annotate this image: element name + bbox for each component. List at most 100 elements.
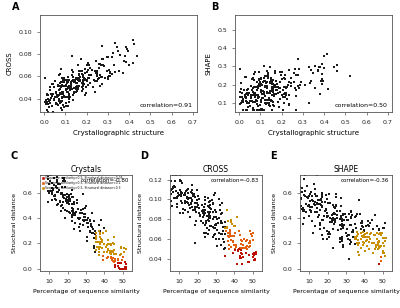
Point <box>103 229 109 234</box>
Point <box>61 76 68 81</box>
Point <box>168 179 174 184</box>
Point <box>48 93 55 98</box>
Point <box>54 92 61 97</box>
Point <box>96 249 102 254</box>
Point <box>366 232 373 237</box>
Point <box>334 208 340 213</box>
Point <box>38 172 45 177</box>
Point <box>273 92 280 97</box>
Point <box>130 60 136 65</box>
Point <box>107 250 113 255</box>
Point <box>366 239 372 244</box>
Point <box>111 63 117 68</box>
Point <box>248 76 255 81</box>
Point <box>190 193 197 198</box>
Point <box>340 243 346 248</box>
Point <box>167 173 174 178</box>
Point <box>61 80 67 85</box>
Point <box>266 81 273 86</box>
Point <box>352 241 358 246</box>
Point <box>244 237 250 242</box>
Point <box>97 230 103 235</box>
Point <box>318 72 325 77</box>
Point <box>62 207 68 212</box>
Point <box>44 91 50 96</box>
Point <box>310 199 316 204</box>
Point <box>47 84 54 89</box>
Point <box>58 107 65 112</box>
Point <box>220 237 226 242</box>
Point <box>208 207 214 212</box>
Point <box>63 95 70 100</box>
Point <box>40 183 46 188</box>
Point <box>238 238 245 243</box>
Point <box>73 83 80 88</box>
Point <box>108 256 114 261</box>
Point <box>66 210 73 215</box>
Point <box>325 232 331 237</box>
Point <box>324 237 330 241</box>
Point <box>93 71 99 75</box>
Point <box>332 203 339 208</box>
Point <box>256 83 262 88</box>
Point <box>376 243 382 248</box>
Point <box>320 218 326 223</box>
Point <box>382 253 388 258</box>
Point <box>169 204 176 209</box>
Point <box>297 205 304 210</box>
Point <box>92 69 98 74</box>
Point <box>363 223 370 228</box>
Point <box>317 201 324 206</box>
Point <box>277 80 283 85</box>
Point <box>84 69 90 74</box>
Point <box>221 231 228 236</box>
Point <box>92 229 98 234</box>
Point <box>76 222 83 227</box>
Point <box>54 186 60 191</box>
Point <box>39 172 45 177</box>
Point <box>48 180 55 185</box>
Point <box>71 85 78 90</box>
Point <box>355 232 362 237</box>
Point <box>352 221 358 226</box>
Point <box>88 230 95 235</box>
Point <box>131 42 138 47</box>
Point <box>328 219 334 224</box>
Point <box>348 240 354 245</box>
Point <box>123 246 129 251</box>
Point <box>240 246 246 251</box>
Point <box>223 228 229 233</box>
Point <box>224 208 230 213</box>
Point <box>381 226 387 231</box>
Point <box>243 74 250 79</box>
Point <box>77 68 84 73</box>
Point <box>121 59 127 64</box>
Point <box>207 205 213 210</box>
Point <box>273 87 280 92</box>
Point <box>344 217 350 222</box>
Point <box>178 178 185 183</box>
Point <box>79 89 85 94</box>
Point <box>292 73 299 78</box>
Point <box>44 99 50 104</box>
Point <box>174 191 181 196</box>
Point <box>247 241 253 245</box>
Point <box>77 79 84 84</box>
Point <box>372 212 378 217</box>
Point <box>247 103 254 108</box>
Point <box>64 77 70 82</box>
Point <box>124 48 131 53</box>
Point <box>373 245 380 249</box>
Point <box>61 95 67 100</box>
Point <box>170 189 176 194</box>
Point <box>56 73 62 78</box>
Point <box>316 222 323 227</box>
Point <box>203 221 209 225</box>
Point <box>228 219 234 224</box>
Point <box>263 80 270 85</box>
Point <box>72 81 79 86</box>
Point <box>334 227 341 232</box>
Point <box>231 233 237 238</box>
Point <box>381 251 387 256</box>
Point <box>64 80 70 85</box>
